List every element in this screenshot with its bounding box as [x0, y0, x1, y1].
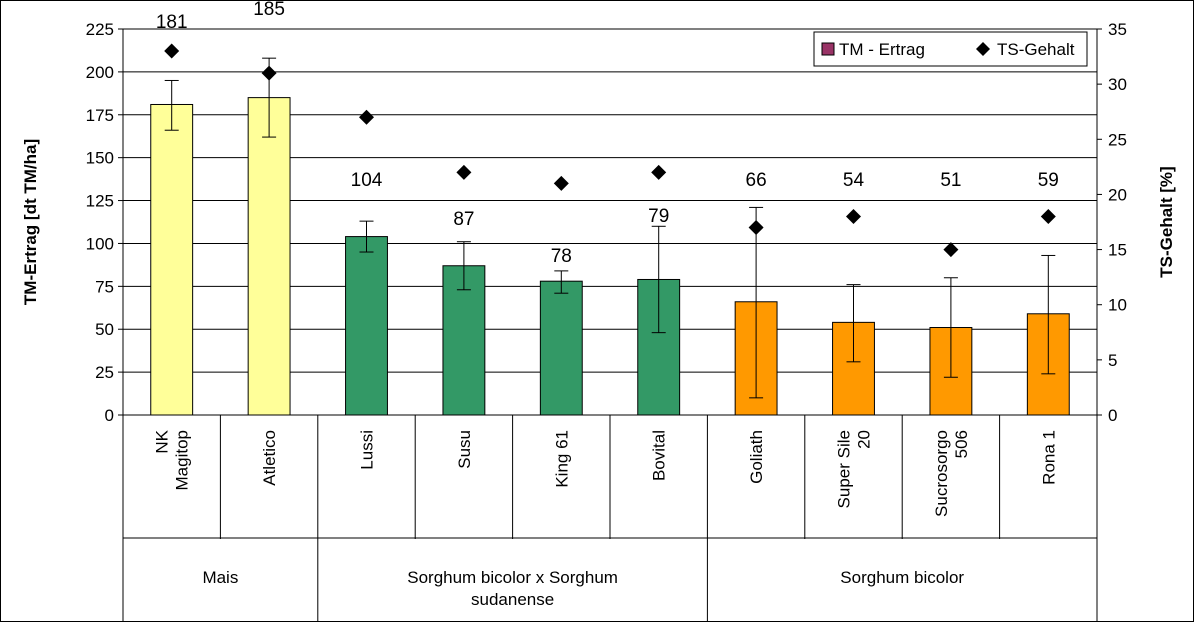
- y-tick-label: 125: [86, 192, 114, 211]
- category-label: Magitop: [173, 430, 192, 490]
- y-tick-label: 50: [95, 320, 114, 339]
- group-cell-bg: [708, 539, 1096, 621]
- y-tick-label: 25: [95, 363, 114, 382]
- y2-tick-label: 5: [1108, 351, 1117, 370]
- data-label: 104: [351, 170, 383, 191]
- y-tick-label: 200: [86, 63, 114, 82]
- legend-swatch-tm-ertrag: [821, 42, 835, 56]
- bar-atletico: [247, 97, 291, 416]
- category-label: NK: [153, 429, 172, 453]
- ts-marker: [456, 164, 472, 180]
- y2-tick-label: 25: [1108, 130, 1127, 149]
- y2-tick-label: 35: [1108, 20, 1127, 39]
- data-label: 59: [1038, 170, 1059, 191]
- category-label: 20: [855, 430, 874, 449]
- bar-value-labels: 181 185 104 87 78 79 66 54 51 59: [156, 0, 1059, 267]
- ts-marker: [748, 220, 764, 236]
- legend-box: [813, 31, 1088, 67]
- bar-king-61: [539, 280, 583, 416]
- y-tick-label: 75: [95, 277, 114, 296]
- y-tick-label: 150: [86, 149, 114, 168]
- data-label: 54: [843, 170, 865, 191]
- category-label: Lussi: [358, 430, 377, 470]
- bar-nk-magitop: [150, 103, 194, 416]
- data-label: 66: [746, 170, 767, 191]
- ts-marker: [553, 175, 569, 191]
- group-cell-bg: [124, 539, 317, 621]
- axes: 0 25 50 75 100 125 150 175 200 225 0 5 10 15 20 25 30 35: [86, 20, 1127, 425]
- data-label: 79: [648, 206, 669, 227]
- legend-label-ts-gehalt: TS-Gehalt: [997, 40, 1075, 59]
- category-label: Susu: [455, 430, 474, 469]
- y2-tick-label: 30: [1108, 75, 1127, 94]
- y-tick-label: 175: [86, 106, 114, 125]
- category-label: Bovital: [650, 430, 669, 481]
- category-label: Atletico: [260, 430, 279, 486]
- bar-lussi: [345, 236, 388, 416]
- y2-tick-label: 15: [1108, 241, 1127, 260]
- data-label: 51: [940, 170, 961, 191]
- legend: TM - Ertrag TS-Gehalt: [813, 31, 1088, 67]
- ts-marker: [164, 43, 180, 59]
- category-axis: NK Magitop Atletico Lussi Susu King 61 Bovital…: [122, 415, 1098, 622]
- category-label: Sucrosorgo: [932, 430, 951, 517]
- ts-marker: [359, 109, 374, 125]
- ts-marker: [261, 65, 277, 81]
- group-label: sudanense: [471, 590, 554, 609]
- category-label: 506: [952, 430, 971, 458]
- group-label: Sorghum bicolor x Sorghum: [407, 568, 618, 587]
- category-label: Rona 1: [1039, 430, 1058, 485]
- ts-marker: [651, 164, 667, 180]
- group-cell-bg: [318, 539, 707, 621]
- y-axis-title: TM-Ertrag [dt TM/ha]: [21, 139, 40, 305]
- legend-label-tm-ertrag: TM - Ertrag: [839, 40, 925, 59]
- ts-marker: [1040, 208, 1056, 224]
- data-label: 181: [156, 12, 188, 33]
- ts-marker: [943, 242, 959, 258]
- y-tick-label: 0: [105, 406, 114, 425]
- y2-tick-label: 20: [1108, 185, 1127, 204]
- y2-tick-label: 10: [1108, 296, 1127, 315]
- ts-markers: [164, 43, 1056, 258]
- category-label: King 61: [552, 430, 571, 488]
- group-label: Sorghum bicolor: [840, 568, 964, 587]
- y-tick-label: 225: [86, 20, 114, 39]
- legend-marker-ts-gehalt: [976, 42, 990, 56]
- data-label: 78: [551, 246, 572, 267]
- y-tick-label: 100: [86, 234, 114, 253]
- category-label: Goliath: [747, 430, 766, 484]
- data-label: 185: [253, 0, 285, 20]
- data-label: 87: [453, 209, 474, 230]
- y2-axis-title: TS-Gehalt [%]: [1157, 166, 1176, 277]
- category-label: Super Sile: [835, 430, 854, 508]
- group-label: Mais: [202, 568, 238, 587]
- ts-marker: [846, 208, 861, 224]
- y2-tick-label: 0: [1108, 406, 1117, 425]
